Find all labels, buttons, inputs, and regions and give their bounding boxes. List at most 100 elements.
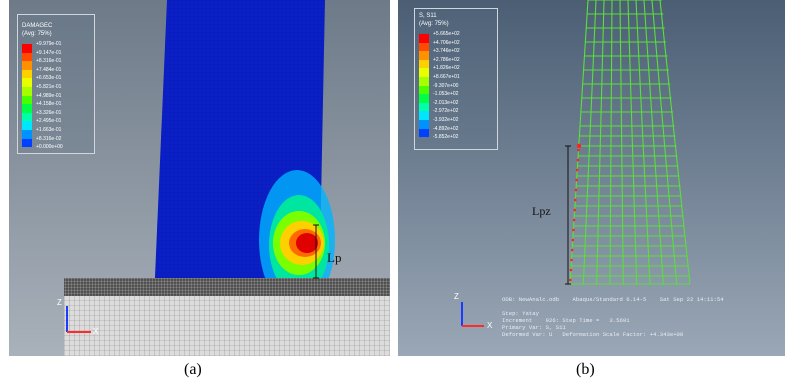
axis-z-label: Z — [454, 292, 459, 301]
mesh-column-line — [643, 0, 664, 285]
axis-triad-a — [66, 306, 91, 333]
axis-x-label: X — [487, 321, 493, 330]
legend-value: +3.326e-01 — [36, 109, 62, 116]
caption-b: (b) — [576, 361, 595, 378]
legend-value: +5.665e+02 — [433, 31, 460, 37]
legend-swatch — [22, 112, 32, 122]
legend-value: -4.892e+02 — [433, 125, 459, 132]
mesh-column-line — [569, 0, 589, 285]
lpz-label: Lpz — [532, 204, 551, 218]
legend-value: +4.989e-01 — [36, 92, 62, 99]
mesh-column-line — [651, 0, 678, 285]
legend-swatch — [22, 78, 32, 87]
legend-swatch — [419, 94, 429, 103]
legend-swatch — [419, 111, 429, 120]
legend-swatch — [419, 120, 429, 129]
red-node — [576, 143, 582, 149]
red-node — [570, 258, 573, 262]
axis-z-label: Z — [57, 298, 62, 307]
legend-swatch — [22, 95, 32, 105]
legend-swatch — [22, 121, 32, 130]
legend-swatch — [419, 42, 429, 52]
legend-swatch — [419, 34, 429, 43]
legend-swatch — [22, 104, 32, 113]
legend-swatch — [22, 69, 32, 79]
legend-swatch — [22, 44, 32, 53]
red-node — [568, 278, 572, 282]
legend-swatch — [419, 68, 429, 77]
legend-title-line-1: S, S11 — [419, 13, 437, 19]
red-node — [574, 198, 577, 202]
legend-swatch — [22, 138, 32, 148]
mesh-column-line — [659, 0, 691, 285]
legend-value: -2.013e+02 — [433, 99, 459, 106]
legend-value: +9.979e-01 — [36, 41, 62, 47]
legend-swatch — [419, 77, 429, 86]
legend-swatch — [419, 85, 429, 95]
legend-value: +1.663e-01 — [36, 127, 62, 133]
info-line: Primary Var: S, S11 — [502, 324, 566, 331]
legend-value: -5.852e+02 — [433, 134, 459, 141]
panel-b-stress-contour: S, S11 (Avg: 75%) +5.665e+02 +4.706e+02 +3… — [398, 0, 785, 356]
legend-value: +7.484e-01 — [36, 66, 62, 73]
legend-title-line-2: (Avg: 75%) — [22, 31, 52, 37]
lp-label: Lp — [327, 250, 342, 265]
legend-title-line-1: DAMAGEC — [22, 23, 53, 29]
footing-mesh — [64, 296, 390, 356]
red-node — [569, 268, 573, 272]
info-line — [502, 303, 724, 310]
stress-mesh-plot — [461, 0, 691, 327]
legend-value: +0.000e+00 — [36, 144, 63, 151]
damage-legend: DAMAGEC (Avg: 75%) +9.979e-01 +9.147e-01 +… — [17, 14, 95, 154]
red-node — [576, 158, 580, 162]
mesh-column-line — [635, 0, 651, 285]
analysis-info-block: ODB: NewAnalc.odb Abaqus/Standard 6.14-5… — [502, 296, 724, 338]
mesh-column-line — [619, 0, 624, 285]
axis-triad-b — [461, 302, 484, 327]
red-node — [575, 168, 579, 172]
stress-legend: S, S11 (Avg: 75%) +5.665e+02 +4.706e+02 +3… — [414, 8, 498, 150]
footing-top — [64, 278, 390, 296]
legend-value: +4.158e-01 — [36, 101, 62, 108]
legend-swatch — [419, 102, 429, 112]
legend-value: +4.706e+02 — [433, 39, 460, 46]
legend-swatch — [419, 59, 429, 69]
legend-swatch — [419, 51, 429, 60]
panel-a-damage-contour: DAMAGEC (Avg: 75%) +9.979e-01 +9.147e-01 +… — [9, 0, 390, 356]
info-line: Step: Yatay — [502, 310, 539, 317]
legend-value: +8.667e+01 — [433, 74, 460, 80]
legend-value: +9.147e-01 — [36, 49, 62, 56]
legend-value: -1.053e+02 — [433, 91, 459, 98]
deformed-mesh — [568, 0, 691, 285]
red-node — [574, 188, 578, 192]
legend-swatch — [22, 52, 32, 62]
red-node — [572, 218, 576, 222]
mesh-column-line — [582, 0, 597, 285]
legend-value: +8.316e-01 — [36, 58, 62, 65]
legend-value: +2.495e-01 — [36, 118, 62, 125]
red-node — [570, 248, 574, 252]
legend-swatch — [22, 130, 32, 139]
legend-value: +8.316e-02 — [36, 135, 62, 142]
red-node — [575, 178, 578, 182]
legend-value: +5.821e-01 — [36, 84, 62, 90]
mesh-column-line — [596, 0, 605, 285]
info-line: ODB: NewAnalc.odb Abaqus/Standard 6.14-5… — [502, 296, 724, 303]
legend-title-line-2: (Avg: 75%) — [419, 21, 449, 27]
legend-value: +1.826e+02 — [433, 65, 460, 72]
legend-value: -9.307e+00 — [433, 82, 459, 89]
damage-contour-plot — [64, 0, 390, 356]
mesh-column-line — [609, 0, 613, 285]
legend-value: -3.932e+02 — [433, 117, 459, 123]
legend-swatch — [419, 128, 429, 138]
info-line: Increment 926: Step Time = 3.5691 — [502, 317, 630, 324]
info-line: Deformed Var: U Deformation Scale Factor… — [502, 331, 684, 338]
legend-value: +3.746e+02 — [433, 48, 460, 55]
legend-swatch — [22, 61, 32, 70]
legend-value: +2.786e+02 — [433, 56, 460, 63]
red-node — [573, 208, 576, 212]
caption-a: (a) — [184, 361, 202, 378]
red-node — [572, 228, 575, 232]
mesh-column-line — [627, 0, 638, 285]
legend-value: +6.653e-01 — [36, 75, 62, 82]
